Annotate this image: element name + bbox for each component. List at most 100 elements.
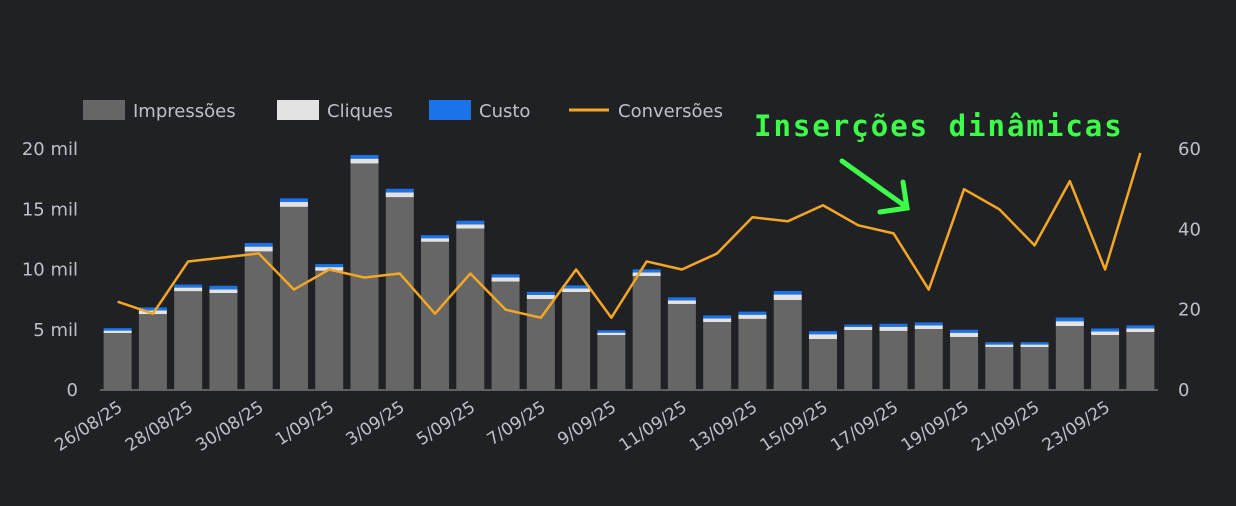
bar-segment [421,235,450,239]
x-tick-label: 28/08/25 [122,397,197,455]
x-tick-label: 5/09/25 [413,397,479,449]
bar-segment [844,329,873,390]
bar-segment [738,311,767,315]
bar-segment [244,246,273,252]
x-tick-label: 15/09/25 [757,397,832,455]
bar-segment [597,332,626,336]
bar-segment [703,315,732,319]
bar-segment [703,318,732,323]
bar-segment [808,339,837,390]
y2-tick-label: 60 [1178,139,1201,160]
bar-segment [879,326,908,331]
bar-segment [985,342,1014,345]
bar-segment [1020,346,1049,390]
bar-segment [209,289,238,293]
bar-segment [773,290,802,295]
bar-segment [667,300,696,304]
bar-segment [738,314,767,319]
bar-segment [385,192,414,198]
legend-label: Custo [479,101,530,122]
bar-segment [279,198,308,203]
bar-segment [773,294,802,300]
bar-segment [597,330,626,333]
bar-segment [526,291,555,295]
bar-segment [279,206,308,390]
bar-segment [209,292,238,390]
legend-label: Cliques [327,101,393,122]
line [117,152,1142,319]
legend-swatch [277,100,319,120]
bar-segment [808,334,837,340]
x-tick-label: 26/08/25 [51,397,126,455]
bar-segment [632,276,661,390]
bar-segment [667,303,696,390]
bar-segment [174,284,203,288]
legend-label: Impressões [133,101,236,122]
bar-segment [985,346,1014,390]
bar-segment [385,197,414,390]
bar-segment [879,323,908,327]
bar-segment [491,281,520,390]
bar-segment [1055,317,1084,322]
legend-swatch [83,100,125,120]
bar-segment [244,242,273,247]
x-tick-label: 21/09/25 [968,397,1043,455]
x-tick-label: 1/09/25 [272,397,338,449]
bar-segment [103,333,132,390]
bar-segment [914,325,943,330]
bar-segment [421,238,450,242]
bar-segment [1126,328,1155,333]
bar-segment [421,241,450,390]
y-tick-label: 0 [67,380,78,401]
bar-segment [1020,342,1049,345]
y-tick-label: 20 mil [22,139,78,160]
bar-segment [1020,344,1049,347]
bar-segment [315,264,344,268]
bar-segment [456,224,485,229]
bar-segment [491,277,520,282]
bar-segment [1055,326,1084,390]
x-tick-label: 30/08/25 [192,397,267,455]
bar-segment [632,272,661,277]
bar-segment [914,329,943,390]
bar-segment [103,330,132,334]
bar-segment [1126,332,1155,390]
bar-segment [350,155,379,159]
x-tick-label: 23/09/25 [1039,397,1114,455]
bar-segment [350,158,379,164]
bar-segment [950,332,979,337]
annotation-arrow [839,158,910,215]
bar-segment [279,202,308,207]
x-tick-label: 3/09/25 [343,397,409,449]
bar-segment [562,285,591,289]
x-tick-label: 9/09/25 [554,397,620,449]
bar-segment [174,291,203,390]
x-tick-label: 13/09/25 [686,397,761,455]
y2-tick-label: 20 [1178,300,1201,321]
bar-segment [456,228,485,390]
y2-tick-label: 40 [1178,219,1201,240]
bar-segment [526,299,555,390]
bar-segment [914,322,943,326]
bar-segment [703,322,732,390]
bar-segment [103,328,132,331]
bar-segment [138,307,167,311]
bar-segment [844,324,873,327]
bar-segment [632,269,661,273]
bar-segment [1091,335,1120,390]
legend-label: Conversões [618,101,723,122]
x-tick-label: 11/09/25 [616,397,691,455]
bar-segment [985,344,1014,347]
bar-segment [950,329,979,333]
bar-segment [844,326,873,330]
bar-segment [562,292,591,390]
bar-segment [808,331,837,335]
bar-segment [174,287,203,292]
bar-segment [491,274,520,278]
bar-segment [950,336,979,390]
y-tick-label: 10 mil [22,260,78,281]
bar-segment [315,270,344,390]
bar-segment [244,251,273,390]
bar-segment [209,285,238,290]
